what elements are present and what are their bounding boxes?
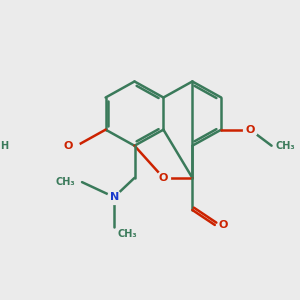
Text: O: O bbox=[159, 173, 168, 183]
Text: H: H bbox=[0, 141, 8, 151]
Text: CH₃: CH₃ bbox=[276, 141, 296, 151]
Text: CH₃: CH₃ bbox=[117, 229, 137, 239]
Text: O: O bbox=[63, 141, 72, 151]
Text: O: O bbox=[218, 220, 227, 230]
Text: N: N bbox=[110, 192, 119, 202]
Text: CH₃: CH₃ bbox=[56, 177, 76, 187]
Text: O: O bbox=[245, 125, 255, 135]
